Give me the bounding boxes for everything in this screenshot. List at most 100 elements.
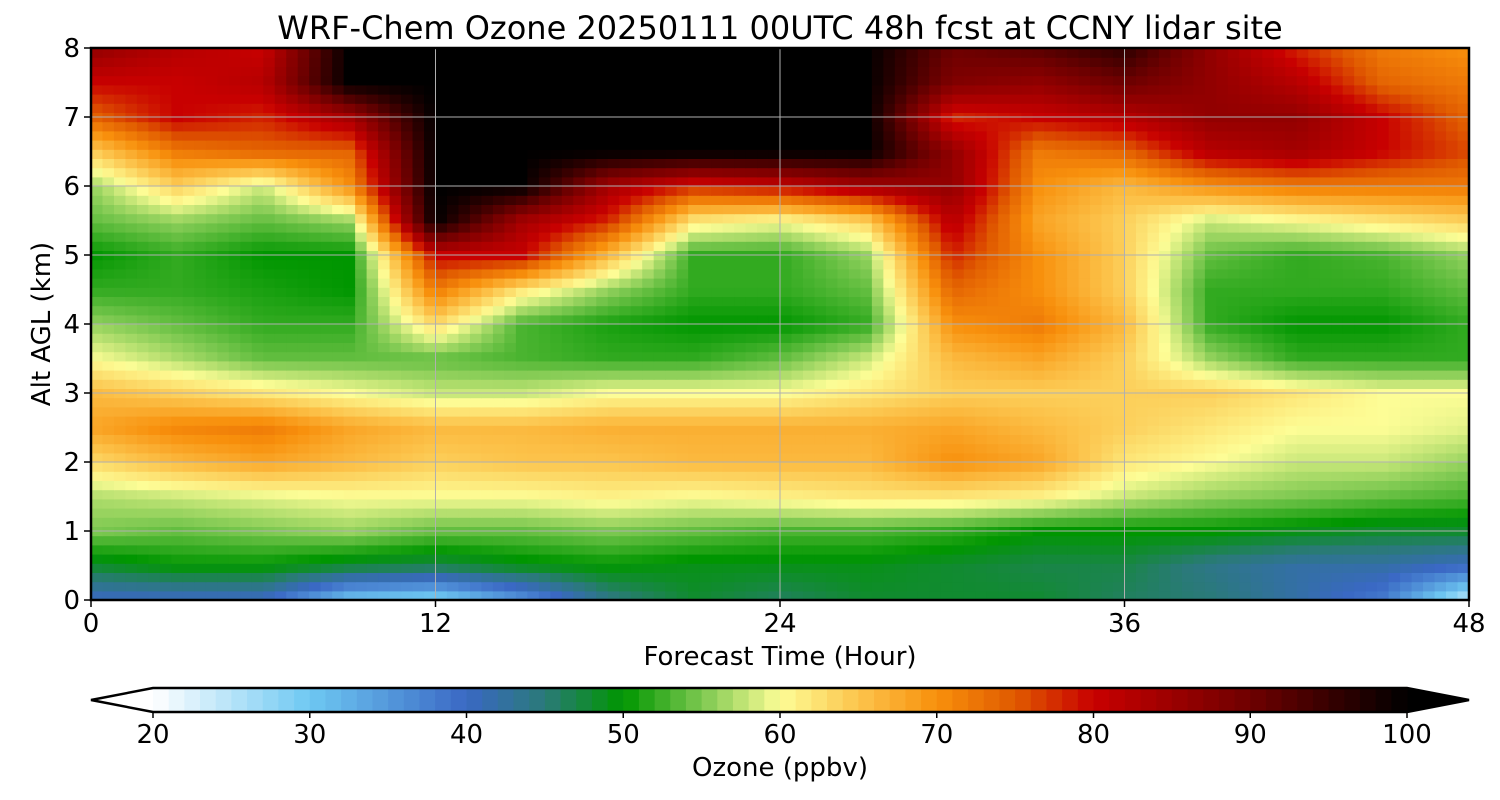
heatmap-cell — [688, 314, 701, 325]
heatmap-cell — [343, 287, 356, 297]
heatmap-cell — [734, 498, 747, 509]
heatmap-cell — [917, 324, 930, 334]
heatmap-cell — [205, 397, 218, 408]
heatmap-cell — [1457, 434, 1469, 445]
heatmap-cell — [711, 342, 724, 353]
heatmap-cell — [182, 452, 195, 463]
heatmap-cell — [1009, 351, 1022, 362]
heatmap-cell — [1204, 351, 1217, 362]
heatmap-cell — [1158, 572, 1172, 583]
heatmap-cell — [263, 296, 276, 307]
heatmap-cell — [1158, 452, 1172, 463]
heatmap-cell — [1377, 498, 1390, 509]
heatmap-cell — [1273, 342, 1286, 353]
heatmap-cell — [446, 544, 460, 555]
heatmap-cell — [159, 535, 172, 546]
heatmap-cell — [469, 489, 483, 500]
heatmap-cell — [584, 222, 597, 233]
heatmap-cell — [366, 443, 379, 454]
heatmap-cell — [780, 452, 793, 463]
heatmap-cell — [848, 397, 861, 408]
heatmap-cell — [538, 314, 551, 325]
heatmap-cell — [596, 351, 609, 362]
heatmap-cell — [435, 544, 448, 555]
heatmap-cell — [883, 416, 896, 426]
heatmap-cell — [929, 517, 942, 527]
heatmap-cell — [711, 517, 724, 527]
heatmap-cell — [171, 379, 184, 389]
heatmap-cell — [1101, 425, 1114, 435]
heatmap-cell — [159, 508, 172, 518]
heatmap-cell — [113, 443, 127, 454]
heatmap-cell — [1377, 222, 1390, 233]
heatmap-cell — [527, 535, 540, 546]
heatmap-cell — [1101, 222, 1114, 233]
heatmap-cell — [297, 213, 310, 224]
heatmap-cell — [217, 351, 230, 362]
heatmap-cell — [205, 268, 218, 279]
heatmap-cell — [136, 268, 150, 279]
heatmap-cell — [929, 305, 942, 316]
heatmap-cell — [309, 259, 322, 270]
heatmap-cell — [320, 443, 333, 454]
heatmap-cell — [113, 489, 127, 500]
heatmap-cell — [297, 563, 310, 573]
heatmap-cell — [573, 471, 586, 481]
heatmap-cell — [1308, 379, 1321, 389]
heatmap-cell — [1319, 324, 1332, 334]
heatmap-cell — [355, 379, 368, 389]
heatmap-cell — [1124, 443, 1137, 454]
heatmap-cell — [469, 498, 483, 509]
heatmap-cell — [309, 379, 322, 389]
heatmap-cell — [251, 452, 264, 463]
heatmap-cell — [469, 434, 483, 445]
heatmap-cell — [561, 370, 574, 380]
heatmap-cell — [515, 333, 528, 343]
heatmap-cell — [630, 305, 643, 316]
heatmap-cell — [332, 581, 345, 592]
heatmap-cell — [1044, 268, 1057, 279]
heatmap-cell — [424, 462, 437, 472]
heatmap-cell — [1101, 581, 1114, 592]
heatmap-cell — [1250, 324, 1263, 334]
heatmap-cell — [435, 287, 448, 297]
heatmap-cell — [1354, 232, 1367, 242]
heatmap-cell — [481, 287, 494, 297]
heatmap-cell — [1308, 278, 1321, 288]
heatmap-cell — [688, 351, 701, 362]
heatmap-cell — [297, 370, 310, 380]
heatmap-cell — [527, 259, 540, 270]
heatmap-cell — [1250, 480, 1263, 491]
heatmap-cell — [814, 232, 827, 242]
heatmap-cell — [1354, 278, 1367, 288]
heatmap-cell — [1227, 370, 1240, 380]
heatmap-cell — [1457, 397, 1469, 408]
heatmap-cell — [1193, 563, 1206, 573]
heatmap-cell — [343, 572, 356, 583]
heatmap-cell — [1181, 498, 1194, 509]
heatmap-cell — [1411, 425, 1424, 435]
heatmap-cell — [1377, 333, 1390, 343]
heatmap-cell — [871, 360, 884, 371]
heatmap-cell — [1090, 480, 1103, 491]
heatmap-cell — [102, 213, 115, 224]
heatmap-cell — [584, 360, 597, 371]
heatmap-cell — [1170, 590, 1183, 600]
heatmap-cell — [332, 554, 345, 564]
heatmap-cell — [125, 554, 138, 564]
heatmap-cell — [780, 296, 793, 307]
heatmap-cell — [1400, 517, 1413, 527]
heatmap-cell — [91, 563, 104, 573]
heatmap-cell — [527, 434, 540, 445]
heatmap-cell — [355, 489, 368, 500]
heatmap-cell — [1319, 222, 1332, 233]
heatmap-cell — [1227, 489, 1240, 500]
heatmap-cell — [504, 379, 517, 389]
heatmap-cell — [596, 416, 609, 426]
heatmap-cell — [412, 268, 425, 279]
heatmap-cell — [722, 517, 735, 527]
heatmap-cell — [401, 397, 414, 408]
heatmap-cell — [412, 333, 425, 343]
heatmap-cell — [412, 314, 425, 325]
heatmap-cell — [791, 296, 804, 307]
